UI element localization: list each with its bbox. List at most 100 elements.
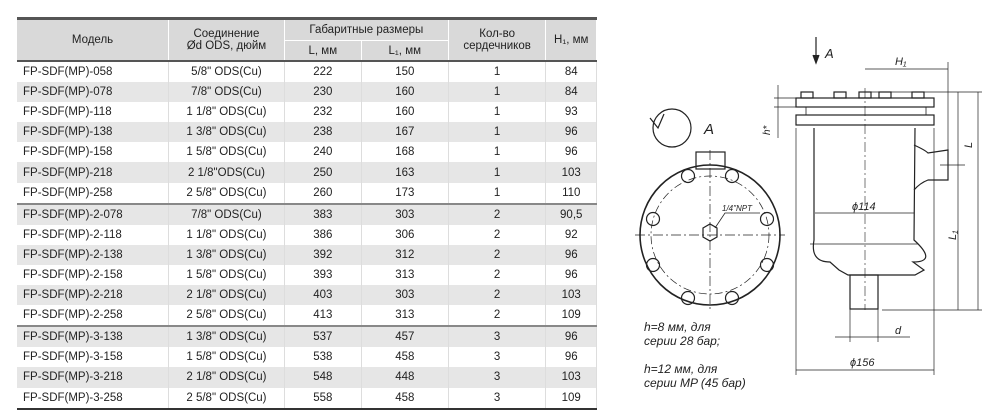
- cell-L1: 457: [361, 325, 449, 348]
- cell-H1: 109: [545, 305, 597, 327]
- cell-L1: 458: [361, 387, 449, 410]
- h1-label: H₁: [895, 56, 907, 68]
- d156-label: ϕ156: [850, 357, 875, 369]
- cell-connection: 2 5/8" ODS(Cu): [168, 387, 285, 410]
- header-L1: L₁, мм: [361, 40, 449, 62]
- cell-L1: 313: [361, 305, 449, 327]
- view-symbol-icon: [652, 108, 692, 148]
- cell-L1: 163: [361, 162, 449, 183]
- cell-cores: 2: [448, 264, 547, 286]
- cell-cores: 2: [448, 224, 547, 245]
- L1-label: L₁: [947, 230, 959, 240]
- cell-model: FP-SDF(MP)-2-078: [17, 202, 170, 225]
- table-row: FP-SDF(MP)-2-258 2 5/8" ODS(Cu) 413 313 2 109: [17, 305, 597, 327]
- cell-L: 403: [284, 285, 362, 306]
- table-row: FP-SDF(MP)-058 5/8" ODS(Cu) 222 150 1 84: [17, 61, 597, 83]
- cell-cores: 3: [448, 387, 547, 410]
- cell-H1: 96: [545, 264, 597, 286]
- cell-L: 260: [284, 182, 362, 204]
- cell-H1: 103: [545, 162, 597, 183]
- cell-cores: 1: [448, 142, 547, 163]
- header-connection: Соединение Ød ODS, дюйм: [168, 17, 285, 62]
- cell-model: FP-SDF(MP)-138: [17, 122, 170, 143]
- table-row: FP-SDF(MP)-2-118 1 1/8" ODS(Cu) 386 306 2 92: [17, 224, 597, 245]
- cell-L1: 160: [361, 102, 449, 123]
- cell-connection: 1 5/8" ODS(Cu): [168, 264, 285, 286]
- cell-L1: 458: [361, 347, 449, 368]
- cell-L: 240: [284, 142, 362, 163]
- bolt-icon: [680, 168, 696, 184]
- d114-label: ϕ114: [852, 201, 876, 213]
- header-h1: H₁, мм: [545, 17, 597, 62]
- table-row: FP-SDF(MP)-118 1 1/8" ODS(Cu) 232 160 1 93: [17, 102, 597, 123]
- cell-L: 392: [284, 244, 362, 265]
- table-row: FP-SDF(MP)-3-138 1 3/8" ODS(Cu) 537 457 3 96: [17, 325, 597, 348]
- cell-cores: 1: [448, 122, 547, 143]
- table-row: FP-SDF(MP)-258 2 5/8" ODS(Cu) 260 173 1 110: [17, 182, 597, 204]
- cell-L1: 303: [361, 202, 449, 225]
- cell-H1: 96: [545, 347, 597, 368]
- header-dimensions: Габаритные размеры: [284, 17, 449, 41]
- cell-model: FP-SDF(MP)-2-218: [17, 285, 170, 306]
- table-row: FP-SDF(MP)-2-078 7/8" ODS(Cu) 383 303 2 90,5: [17, 202, 597, 225]
- cell-H1: 110: [545, 182, 597, 204]
- cell-H1: 96: [545, 325, 597, 348]
- top-view: 1/4"NPT: [635, 150, 785, 310]
- cell-H1: 109: [545, 387, 597, 410]
- cell-L: 538: [284, 347, 362, 368]
- bolt-icon: [645, 211, 661, 227]
- cell-cores: 2: [448, 305, 547, 327]
- view-arrow-icon: [649, 113, 665, 130]
- cell-model: FP-SDF(MP)-2-118: [17, 224, 170, 245]
- cell-L: 230: [284, 82, 362, 103]
- header-L: L, мм: [284, 40, 362, 62]
- cell-model: FP-SDF(MP)-258: [17, 182, 170, 204]
- cell-connection: 2 5/8" ODS(Cu): [168, 305, 285, 327]
- bolt-icon: [645, 257, 661, 273]
- cell-connection: 5/8" ODS(Cu): [168, 61, 285, 83]
- cell-cores: 3: [448, 367, 547, 388]
- cell-H1: 96: [545, 142, 597, 163]
- cell-cores: 1: [448, 102, 547, 123]
- table-row: FP-SDF(MP)-078 7/8" ODS(Cu) 230 160 1 84: [17, 82, 597, 103]
- cell-connection: 7/8" ODS(Cu): [168, 202, 285, 225]
- specs-table: Модель Соединение Ød ODS, дюйм Габаритные…: [17, 17, 597, 410]
- nut-icon: [833, 91, 847, 99]
- cell-cores: 3: [448, 325, 547, 348]
- arrow-label: A: [824, 46, 834, 61]
- table-row: FP-SDF(MP)-158 1 5/8" ODS(Cu) 240 168 1 96: [17, 142, 597, 163]
- cell-cores: 2: [448, 244, 547, 265]
- cell-connection: 1 1/8" ODS(Cu): [168, 224, 285, 245]
- table-row: FP-SDF(MP)-218 2 1/8"ODS(Cu) 250 163 1 103: [17, 162, 597, 183]
- cell-model: FP-SDF(MP)-118: [17, 102, 170, 123]
- L-label: L: [963, 142, 975, 148]
- bolt-icon: [724, 290, 740, 306]
- cell-model: FP-SDF(MP)-2-258: [17, 305, 170, 327]
- header-model: Модель: [17, 17, 170, 62]
- cell-H1: 84: [545, 82, 597, 103]
- cell-L: 383: [284, 202, 362, 225]
- cell-connection: 1 1/8" ODS(Cu): [168, 102, 285, 123]
- cell-connection: 1 5/8" ODS(Cu): [168, 347, 285, 368]
- cell-model: FP-SDF(MP)-2-138: [17, 244, 170, 265]
- cell-cores: 2: [448, 285, 547, 306]
- cell-L1: 306: [361, 224, 449, 245]
- table-row: FP-SDF(MP)-3-258 2 5/8" ODS(Cu) 558 458 3 109: [17, 387, 597, 410]
- h-star-label: h*: [762, 124, 773, 135]
- cell-L: 238: [284, 122, 362, 143]
- cell-L: 386: [284, 224, 362, 245]
- cell-L1: 167: [361, 122, 449, 143]
- cell-L: 558: [284, 387, 362, 410]
- cell-connection: 2 5/8" ODS(Cu): [168, 182, 285, 204]
- cell-L1: 312: [361, 244, 449, 265]
- cell-connection: 2 1/8" ODS(Cu): [168, 285, 285, 306]
- cell-H1: 103: [545, 367, 597, 388]
- cell-cores: 1: [448, 162, 547, 183]
- side-view: A H₁ h* L L₁ ϕ114 ϕ156 d: [762, 37, 982, 375]
- cell-L1: 313: [361, 264, 449, 286]
- cell-L: 537: [284, 325, 362, 348]
- bolt-icon: [724, 168, 740, 184]
- cell-L1: 448: [361, 367, 449, 388]
- cell-cores: 1: [448, 82, 547, 103]
- cell-cores: 1: [448, 61, 547, 83]
